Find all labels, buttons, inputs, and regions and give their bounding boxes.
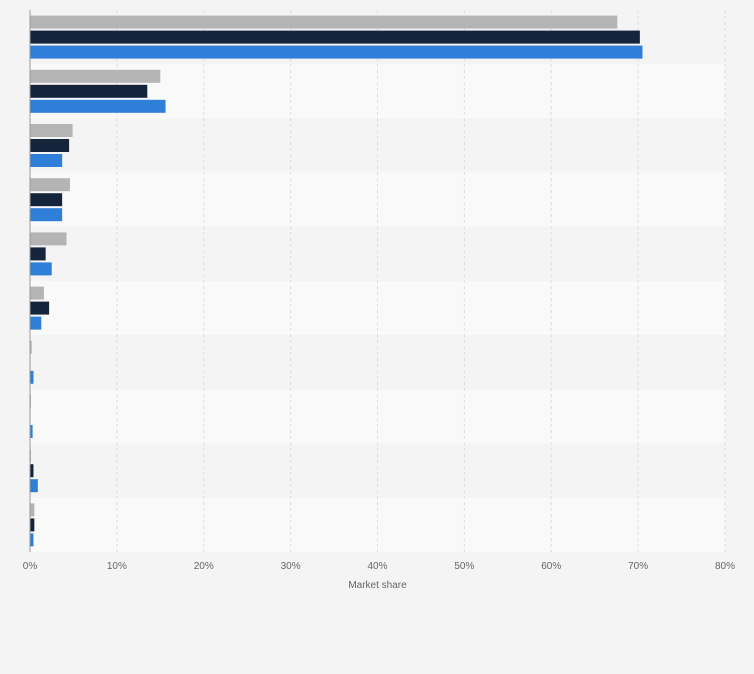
bar[interactable] [30, 45, 643, 59]
bar[interactable] [30, 316, 42, 330]
bar[interactable] [30, 178, 70, 192]
bar[interactable] [30, 286, 44, 300]
bar[interactable] [30, 503, 35, 517]
bar[interactable] [30, 124, 73, 137]
x-axis-ticks: 0% 10% 20% 30% 40% 50% 60% 70% 80% [23, 561, 735, 572]
row-band [30, 226, 725, 281]
x-tick-label: 10% [107, 561, 127, 572]
bars [30, 15, 643, 547]
bar[interactable] [30, 464, 34, 478]
x-tick-label: 80% [715, 561, 735, 572]
x-tick-label: 70% [628, 561, 648, 572]
bar[interactable] [30, 154, 63, 167]
bar[interactable] [30, 99, 166, 113]
bar[interactable] [30, 69, 161, 83]
x-tick-label: 50% [454, 561, 474, 572]
row-bands [30, 10, 725, 552]
row-band [30, 118, 725, 173]
bar[interactable] [30, 84, 148, 98]
x-tick-label: 20% [194, 561, 214, 572]
bar[interactable] [30, 139, 70, 152]
row-band [30, 389, 725, 444]
bar[interactable] [30, 301, 50, 315]
bar[interactable] [30, 262, 52, 276]
x-tick-label: 40% [367, 561, 387, 572]
row-band [30, 335, 725, 390]
bar[interactable] [30, 15, 618, 29]
row-band [30, 443, 725, 498]
bar[interactable] [30, 247, 46, 261]
x-tick-label: 0% [23, 561, 38, 572]
bar[interactable] [30, 425, 33, 438]
row-band [30, 497, 725, 552]
row-band [30, 281, 725, 336]
x-tick-label: 30% [281, 561, 301, 572]
x-tick-label: 60% [541, 561, 561, 572]
bar[interactable] [30, 518, 35, 532]
bar[interactable] [30, 208, 63, 222]
bar[interactable] [30, 30, 640, 44]
bar[interactable] [30, 232, 67, 246]
bar[interactable] [30, 340, 32, 354]
bar[interactable] [30, 533, 34, 547]
bar[interactable] [30, 370, 34, 384]
row-band [30, 172, 725, 227]
bar[interactable] [30, 479, 38, 493]
x-axis-label: Market share [348, 580, 407, 591]
bar[interactable] [30, 193, 63, 207]
